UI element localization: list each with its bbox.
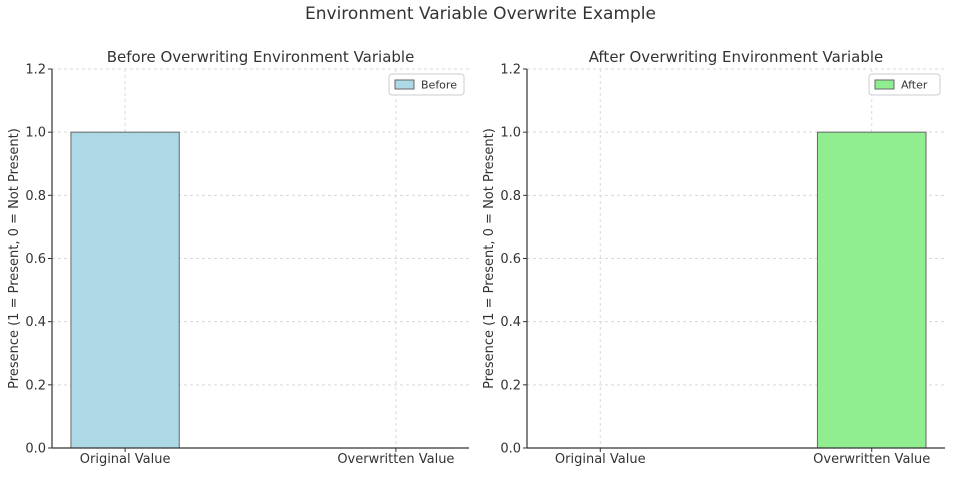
y-tick-label: 0.2 [25, 378, 46, 393]
y-tick-label: 1.2 [25, 63, 46, 78]
y-tick-label: 0.0 [500, 442, 521, 457]
y-tick-label: 0.2 [500, 378, 521, 393]
y-tick-label: 0.8 [500, 189, 521, 204]
chart-before-panel: 0.0 0.2 0.4 0.6 0.8 1.0 1.2 Original Value Overw… [7, 48, 469, 467]
y-tick-label: 0.8 [25, 189, 46, 204]
legend-swatch [874, 79, 895, 90]
y-axis-label: Presence (1 = Present, 0 = Not Present) [7, 128, 22, 389]
y-tick-label: 0.6 [500, 252, 521, 267]
bar-overwritten-value [816, 131, 927, 449]
subplot-title: After Overwriting Environment Variable [589, 48, 884, 66]
y-tick-label: 1.0 [500, 126, 521, 141]
y-axis-label: Presence (1 = Present, 0 = Not Present) [482, 128, 497, 389]
legend: Before [388, 73, 465, 96]
figure-title: Environment Variable Overwrite Example [305, 4, 656, 24]
y-tick-label: 1.2 [500, 63, 521, 78]
subplot-title: Before Overwriting Environment Variable [107, 48, 415, 66]
legend: After [868, 73, 941, 96]
y-tick-label: 0.4 [500, 315, 521, 330]
legend-box [868, 73, 941, 96]
legend-label: After [901, 79, 928, 92]
y-tick-label: 0.4 [25, 315, 46, 330]
chart-after-panel: 0.0 0.2 0.4 0.6 0.8 1.0 1.2 Original Value Overw… [482, 48, 945, 467]
legend-label: Before [421, 79, 457, 92]
legend-box [388, 73, 465, 96]
bar-original-value [70, 131, 180, 449]
x-tick-label: Original Value [80, 452, 171, 467]
legend-swatch [394, 79, 415, 90]
x-tick-label: Overwritten Value [813, 452, 930, 467]
y-tick-label: 0.0 [25, 442, 46, 457]
y-tick-label: 1.0 [25, 126, 46, 141]
y-tick-label: 0.6 [25, 252, 46, 267]
x-tick-label: Overwritten Value [337, 452, 454, 467]
x-tick-label: Original Value [555, 452, 646, 467]
